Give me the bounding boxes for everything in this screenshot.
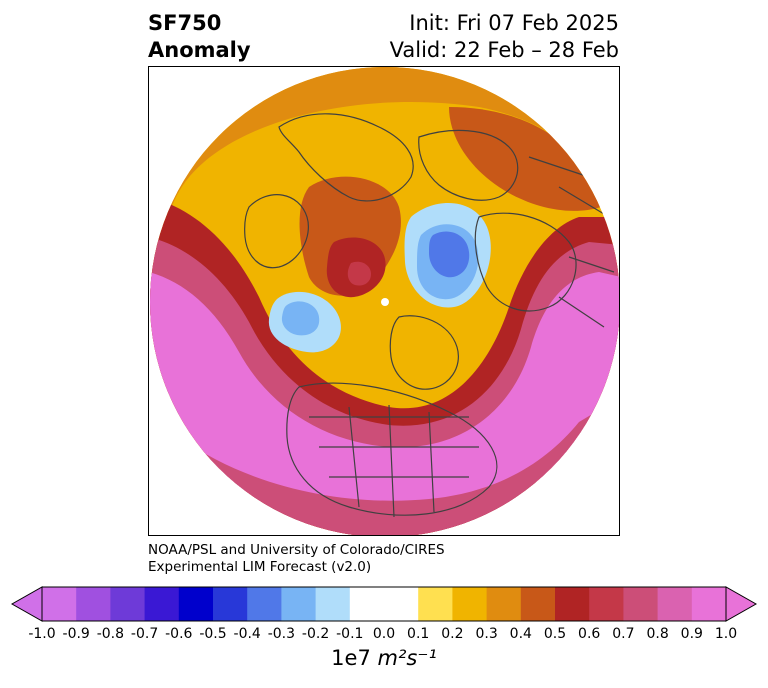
colorbar-tick-label: -0.9 xyxy=(62,626,90,642)
colorbar-swatch xyxy=(589,587,624,621)
colorbar-swatch xyxy=(452,587,488,621)
colorbar-swatch xyxy=(555,587,590,621)
colorbar-tick-label: -0.3 xyxy=(267,626,296,642)
colorbar-outline xyxy=(41,586,727,622)
credit-line-1: NOAA/PSL and University of Colorado/CIRE… xyxy=(148,542,445,558)
field-band-0.3 xyxy=(150,67,619,267)
colorbar-swatch xyxy=(349,587,385,621)
colorbar-tick-label: -0.8 xyxy=(96,626,125,642)
colorbar-tick-label: 0.2 xyxy=(441,626,464,642)
field-negative-0.2 xyxy=(281,301,320,336)
colorbar-swatch xyxy=(42,587,77,621)
colorbar-swatch xyxy=(384,587,419,621)
colorbar-tick-label: -0.1 xyxy=(336,626,364,642)
colorbar-under-arrow xyxy=(10,586,43,622)
colorbar-swatch xyxy=(144,587,180,621)
colorbar xyxy=(10,586,758,622)
colorbar-tick-label: 0.6 xyxy=(578,626,601,642)
colorbar-swatch xyxy=(110,587,146,621)
colorbar-swatch xyxy=(247,587,282,621)
pole-point xyxy=(381,298,389,306)
map-frame xyxy=(148,66,620,536)
colorbar-swatch xyxy=(520,587,556,621)
colorbar-over-arrow xyxy=(725,586,758,622)
colorbar-tick-label: 0.5 xyxy=(543,626,567,642)
colorbar-units: 1e7 m²s⁻¹ xyxy=(331,646,437,670)
credit-line-2: Experimental LIM Forecast (v2.0) xyxy=(148,559,372,575)
colorbar-swatch xyxy=(315,587,351,621)
colorbar-tick-label: 1.0 xyxy=(714,626,738,642)
anomaly-map xyxy=(150,67,619,535)
map-disc xyxy=(150,67,619,535)
field-band-0.6 xyxy=(347,261,371,286)
colorbar-swatch xyxy=(486,587,522,621)
colorbar-tick-label: 0.4 xyxy=(509,626,532,642)
init-date: Init: Fri 07 Feb 2025 xyxy=(409,11,619,35)
colorbar-swatch xyxy=(281,587,317,621)
colorbar-swatch xyxy=(178,587,214,621)
colorbar-tick-label: 0.8 xyxy=(646,626,669,642)
colorbar-tick-label: 0.0 xyxy=(372,626,396,642)
colorbar-swatch xyxy=(76,587,111,621)
field-band-0.7 xyxy=(150,397,619,535)
colorbar-swatch xyxy=(691,587,727,621)
field-negative-0.4 xyxy=(429,231,470,278)
colorbar-swatch xyxy=(657,587,693,621)
colorbar-swatch xyxy=(418,587,453,621)
colorbar-tick-label: 0.9 xyxy=(680,626,703,642)
colorbar-tick-label: 0.1 xyxy=(407,626,430,642)
units-prefix: 1e7 xyxy=(331,646,371,670)
title-variable: SF750 xyxy=(148,11,222,35)
colorbar-tick-label: 0.7 xyxy=(612,626,635,642)
colorbar-tick-label: -0.6 xyxy=(165,626,193,642)
colorbar-tick-label: -0.7 xyxy=(130,626,159,642)
title-kind: Anomaly xyxy=(148,38,251,62)
field-band-0.4 xyxy=(449,107,601,211)
field-band-0.9 xyxy=(150,272,619,535)
units-expression: m²s⁻¹ xyxy=(377,646,437,670)
colorbar-tick-label: -1.0 xyxy=(28,626,56,642)
colorbar-tick-label: -0.4 xyxy=(233,626,261,642)
colorbar-tick-label: -0.2 xyxy=(301,626,330,642)
colorbar-tick-label: -0.5 xyxy=(199,626,227,642)
colorbar-swatch xyxy=(213,587,248,621)
colorbar-tick-label: 0.3 xyxy=(475,626,498,642)
valid-range: Valid: 22 Feb – 28 Feb xyxy=(389,38,619,62)
colorbar-swatch xyxy=(623,587,659,621)
